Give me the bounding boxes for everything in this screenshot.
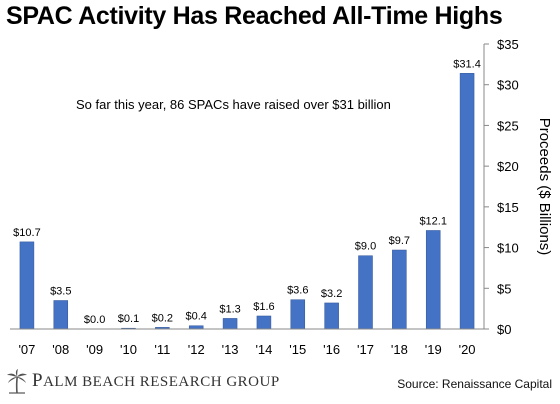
x-tick-label-8: '15 xyxy=(289,342,306,357)
data-label-13: $31.4 xyxy=(453,58,481,70)
bar-1 xyxy=(53,300,69,330)
x-tick-label-4: '11 xyxy=(154,342,170,357)
x-tick-labels-group: '07 '08 '09 '10 '11 '12 '13 '14 '15 '16 '17 '18 '19 '… xyxy=(18,342,475,357)
data-labels-group: $10.7 $3.5 $0.0 $0.1 $0.2 $0.4 $1.3 $1.6 $3.6 $3.… xyxy=(13,58,481,326)
y-tick-label-3: $15 xyxy=(497,200,519,215)
chart-title: SPAC Activity Has Reached All-Time Highs xyxy=(6,2,503,30)
data-label-2: $0.0 xyxy=(84,314,105,326)
x-tick-label-11: '18 xyxy=(391,342,408,357)
brand-logo: Palm Beach Research Group xyxy=(6,368,280,394)
data-label-4: $0.2 xyxy=(152,312,173,324)
bars-group xyxy=(19,73,475,330)
y-tick-labels-group: $0 $5 $10 $15 $20 $25 $30 $35 xyxy=(484,37,519,337)
y-axis-label: Proceeds ($ Billions) xyxy=(536,118,553,256)
source-note: Source: Renaissance Capital xyxy=(397,377,552,391)
data-label-6: $1.3 xyxy=(219,303,240,315)
y-tick-label-5: $25 xyxy=(497,118,519,133)
x-tick-label-13: '20 xyxy=(459,342,476,357)
y-tick-label-2: $10 xyxy=(497,241,519,256)
x-tick-label-1: '08 xyxy=(52,342,69,357)
data-label-0: $10.7 xyxy=(13,227,41,239)
x-tick-label-5: '12 xyxy=(188,342,205,357)
data-label-1: $3.5 xyxy=(50,286,71,298)
x-tick-label-7: '14 xyxy=(255,342,272,357)
bar-8 xyxy=(290,299,306,330)
y-tick-label-1: $5 xyxy=(497,281,511,296)
data-label-3: $0.1 xyxy=(118,313,139,325)
bar-12 xyxy=(425,230,441,330)
bar-9 xyxy=(324,302,339,330)
x-tick-label-9: '16 xyxy=(323,342,340,357)
chart-annotation: So far this year, 86 SPACs have raised o… xyxy=(76,97,391,112)
bar-13 xyxy=(459,73,475,330)
x-tick-label-12: '19 xyxy=(425,342,442,357)
y-tick-label-6: $30 xyxy=(497,78,519,93)
bar-7 xyxy=(256,315,272,330)
axes-group xyxy=(10,44,485,330)
x-tick-label-3: '10 xyxy=(120,342,137,357)
y-tick-label-0: $0 xyxy=(497,322,511,337)
data-label-8: $3.6 xyxy=(287,285,308,297)
y-tick-label-4: $20 xyxy=(497,159,519,174)
bar-10 xyxy=(358,255,373,330)
brand-name: Palm Beach Research Group xyxy=(32,370,280,391)
x-tick-label-2: '09 xyxy=(86,342,103,357)
x-tick-label-0: '07 xyxy=(18,342,35,357)
bar-0 xyxy=(19,241,35,330)
bar-chart: $10.7 $3.5 $0.0 $0.1 $0.2 $0.4 $1.3 $1.6 $3.6 $3.… xyxy=(10,37,553,357)
data-label-5: $0.4 xyxy=(186,311,207,323)
data-label-10: $9.0 xyxy=(355,241,376,253)
x-tick-label-6: '13 xyxy=(222,342,239,357)
bar-6 xyxy=(222,318,238,330)
data-label-12: $12.1 xyxy=(419,215,447,227)
x-tick-label-10: '17 xyxy=(357,342,374,357)
bar-11 xyxy=(392,249,407,330)
data-label-7: $1.6 xyxy=(253,301,274,313)
y-tick-label-7: $35 xyxy=(497,37,519,52)
data-label-11: $9.7 xyxy=(389,235,410,247)
palm-tree-icon xyxy=(7,369,27,394)
data-label-9: $3.2 xyxy=(321,288,342,300)
